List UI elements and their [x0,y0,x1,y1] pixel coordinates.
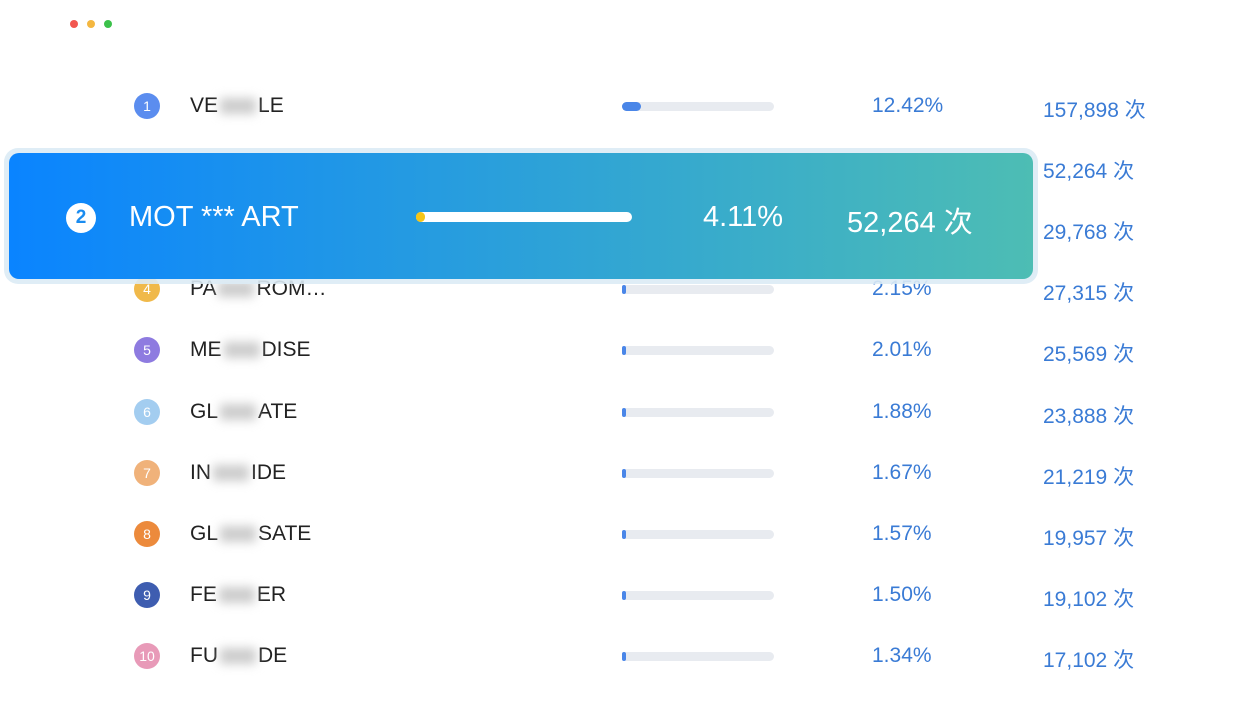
highlight-row: 2 MOT *** ART 4.11% 52,264 次 [9,153,1033,279]
count-label: 52,264 次 [1043,160,1135,184]
name-start: GL [190,521,219,545]
share-bar [622,102,641,111]
name-end: DE [258,643,288,667]
share-label: 1.67% [872,460,932,484]
count-label: 21,219 次 [1043,465,1135,489]
share-label: 12.42% [872,94,944,117]
count-label: 19,957 次 [1043,526,1135,550]
blurred-text [223,342,260,359]
item-name: VE LE [190,94,284,118]
share-label: 1.88% [872,399,932,423]
item-name: FU DE [190,644,287,668]
item-name: FE ER [190,583,286,607]
blurred-text [220,403,257,420]
share-bar [622,407,626,417]
share-track [622,102,774,111]
blurred-text [220,98,257,114]
share-track [622,285,774,295]
share-bar [622,590,626,600]
name-end: SATE [258,521,312,545]
share-bar [622,346,626,356]
rank-badge: 8 [134,520,160,547]
rank-badge: 6 [134,398,160,425]
share-bar [622,651,626,661]
share-track [622,590,774,600]
share-label: 1.34% [872,643,932,667]
rank-badge: 9 [134,581,160,608]
name-start: IN [190,460,211,484]
item-name: GL ATE [190,400,297,424]
highlight-bar [416,212,425,222]
share-track [622,468,774,478]
rank-badge: 7 [134,459,160,486]
count-label: 157,898 次 [1043,99,1146,122]
highlight-track [416,212,632,222]
share-label: 1.57% [872,521,932,545]
count-label: 29,768 次 [1043,221,1135,245]
highlight-count: 52,264 次 [847,207,973,239]
highlight-rank: 2 [66,203,96,233]
share-track [622,529,774,539]
name-end: LE [258,94,284,117]
count-label: 23,888 次 [1043,404,1135,428]
rank-badge: 10 [134,642,160,669]
blurred-text [220,647,256,664]
count-label: 17,102 次 [1043,648,1135,672]
share-track [622,651,774,661]
blurred-text [220,525,257,542]
item-name: IN IDE [190,461,286,485]
share-track [622,407,774,417]
maximize-button[interactable] [104,20,112,28]
name-start: ME [190,338,222,362]
share-bar [622,285,626,295]
share-bar [622,468,626,478]
name-end: ER [256,582,287,606]
name-end: IDE [251,460,287,484]
count-label: 27,315 次 [1043,282,1135,306]
rank-badge: 5 [134,337,160,364]
blurred-text [218,281,255,298]
name-start: GL [190,399,219,423]
item-name: ME DISE [190,338,311,362]
highlight-name: MOT *** ART [129,201,299,233]
close-button[interactable] [70,20,78,28]
highlight-share: 4.11% [703,201,784,233]
blurred-text [213,464,249,481]
share-label: 2.01% [872,338,932,362]
minimize-button[interactable] [87,20,95,28]
share-track [622,346,774,356]
name-start: FE [190,582,217,606]
share-label: 1.50% [872,582,932,606]
count-label: 25,569 次 [1043,343,1135,367]
name-end: ATE [258,399,298,423]
blurred-text [218,586,255,603]
item-name: GL SATE [190,522,311,546]
rank-badge: 1 [134,93,160,119]
share-bar [622,529,626,539]
name-start: VE [190,94,219,117]
count-label: 19,102 次 [1043,587,1135,611]
name-start: FU [190,643,218,667]
name-end: DISE [261,338,311,362]
